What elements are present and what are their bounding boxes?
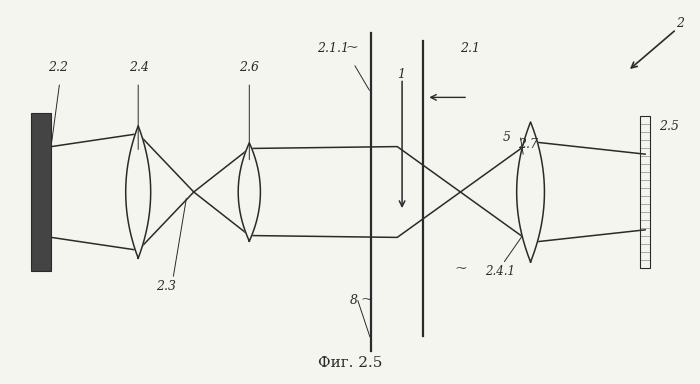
Polygon shape <box>517 122 545 262</box>
Text: 2.1: 2.1 <box>460 42 480 55</box>
Text: 2.4.1: 2.4.1 <box>485 265 515 278</box>
Text: 2.5: 2.5 <box>659 119 679 132</box>
Text: ~: ~ <box>360 293 373 307</box>
Text: 2.2: 2.2 <box>48 61 68 74</box>
Text: 2.3: 2.3 <box>155 280 176 293</box>
Text: Фиг. 2.5: Фиг. 2.5 <box>318 356 382 370</box>
Text: ~: ~ <box>454 262 467 276</box>
Text: 2.7: 2.7 <box>518 139 538 151</box>
Text: 2.1.1: 2.1.1 <box>316 42 349 55</box>
Text: ~: ~ <box>345 41 358 55</box>
Text: 1: 1 <box>397 68 405 81</box>
Text: 2.6: 2.6 <box>239 61 259 74</box>
Polygon shape <box>126 126 150 258</box>
Text: 8: 8 <box>350 294 358 307</box>
Bar <box>640 116 650 268</box>
Text: 5: 5 <box>503 131 511 144</box>
Text: 2.4: 2.4 <box>130 61 149 74</box>
Text: 2: 2 <box>676 17 685 30</box>
Polygon shape <box>238 143 260 241</box>
Bar <box>31 113 51 271</box>
